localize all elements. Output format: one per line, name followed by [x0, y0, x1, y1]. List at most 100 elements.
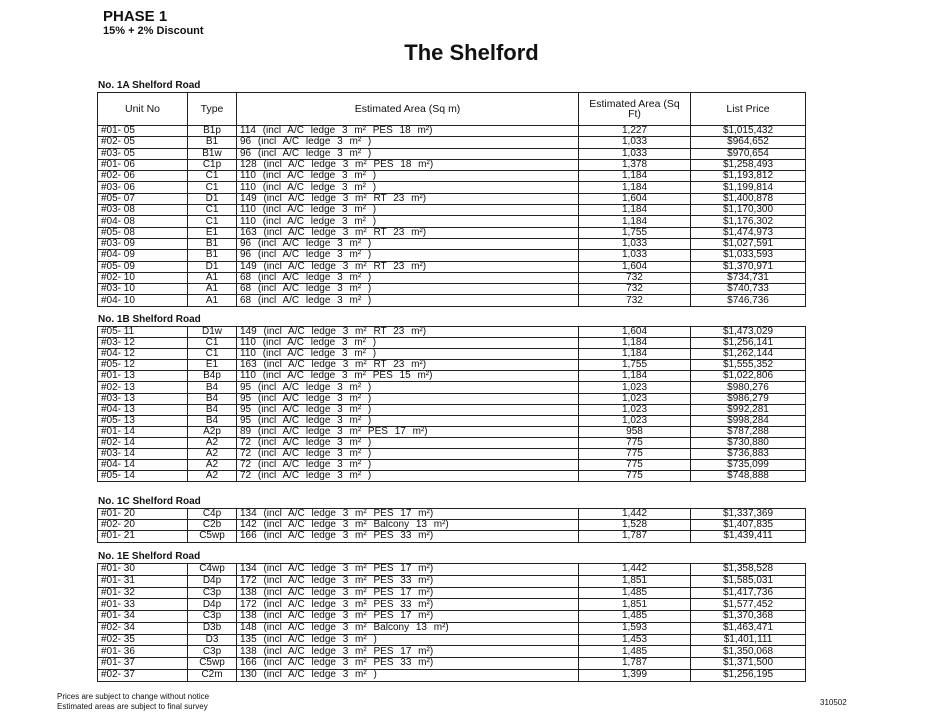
cell: C3p [187, 645, 237, 658]
cell: A2 [187, 459, 237, 472]
cell: 128 (incl A/C ledge 3 m² PES 18 m²) [236, 158, 579, 172]
cell: A2 [187, 470, 237, 483]
cell: 72 (incl A/C ledge 3 m² ) [236, 470, 579, 483]
cell: $992,281 [690, 403, 806, 416]
cell: $734,731 [690, 271, 806, 285]
row: #03- 08 C1 110 (incl A/C ledge 3 m² ) 1,184… [97, 204, 806, 217]
cell: $1,262,144 [690, 348, 806, 361]
price-table: #01- 30 C4wp 134 (incl A/C ledge 3 m² PES … [97, 563, 806, 682]
cell: #01- 36 [97, 645, 188, 658]
cell: 72 (incl A/C ledge 3 m² ) [236, 436, 579, 450]
cell: 1,399 [578, 668, 691, 682]
footer-note: Estimated areas are subject to final sur… [57, 702, 208, 711]
cell: 1,442 [578, 563, 691, 576]
cell: 1,528 [578, 519, 691, 532]
cell: $1,033,593 [690, 249, 806, 262]
row: #01- 30 C4wp 134 (incl A/C ledge 3 m² PES … [97, 563, 806, 576]
cell: $1,555,352 [690, 359, 806, 372]
row: #01- 34 C3p 138 (incl A/C ledge 3 m² PES 1… [97, 610, 806, 623]
cell: $986,279 [690, 392, 806, 405]
cell: $1,027,591 [690, 237, 806, 251]
cell: 163 (incl A/C ledge 3 m² RT 23 m²) [236, 226, 579, 239]
cell: #03- 14 [97, 448, 188, 461]
row: #05- 12 E1 163 (incl A/C ledge 3 m² RT 23 … [97, 359, 806, 372]
cell: $1,401,111 [690, 633, 806, 647]
row: #02- 35 D3 135 (incl A/C ledge 3 m² ) 1,453… [97, 633, 806, 647]
cell: C1p [187, 158, 237, 172]
cell: B1 [187, 237, 237, 251]
cell: 172 (incl A/C ledge 3 m² PES 33 m²) [236, 598, 579, 611]
cell: #01- 34 [97, 610, 188, 623]
cell: B1p [187, 124, 237, 138]
footer-note: Prices are subject to change without not… [57, 692, 210, 701]
cell: 148 (incl A/C ledge 3 m² Balcony 13 m²) [236, 621, 579, 635]
cell: $1,176,302 [690, 215, 806, 228]
cell: 775 [578, 436, 691, 450]
cell: $998,284 [690, 414, 806, 427]
cell: 138 (incl A/C ledge 3 m² PES 17 m²) [236, 586, 579, 600]
cell: B4 [187, 403, 237, 416]
cell: D3b [187, 621, 237, 635]
cell: 96 (incl A/C ledge 3 m² ) [236, 147, 579, 160]
cell: $787,288 [690, 425, 806, 438]
cell: $970,654 [690, 147, 806, 160]
row: #01- 06 C1p 128 (incl A/C ledge 3 m² PES 1… [97, 158, 806, 172]
cell: C4p [187, 507, 237, 521]
cell: $1,577,452 [690, 598, 806, 611]
cell: #02- 13 [97, 381, 188, 394]
cell: 1,023 [578, 403, 691, 416]
row: #03- 05 B1w 96 (incl A/C ledge 3 m² ) 1,033… [97, 147, 806, 160]
cell: B4 [187, 381, 237, 394]
cell: #02- 35 [97, 633, 188, 647]
cell: 732 [578, 283, 691, 296]
cell: C1 [187, 337, 237, 350]
cell: 1,593 [578, 621, 691, 635]
cell: B4 [187, 392, 237, 405]
cell: 1,033 [578, 147, 691, 160]
cell: C2m [187, 668, 237, 682]
cell: 958 [578, 425, 691, 438]
cell: 166 (incl A/C ledge 3 m² PES 33 m²) [236, 657, 579, 670]
cell: 1,378 [578, 158, 691, 172]
cell: B4 [187, 414, 237, 427]
cell: #02- 10 [97, 271, 188, 285]
cell: 114 (incl A/C ledge 3 m² PES 18 m²) [236, 124, 579, 138]
cell: E1 [187, 226, 237, 239]
row: #01- 36 C3p 138 (incl A/C ledge 3 m² PES 1… [97, 645, 806, 658]
row: #02- 14 A2 72 (incl A/C ledge 3 m² ) 775 $73… [97, 436, 806, 450]
cell: B1 [187, 249, 237, 262]
cell: #04- 13 [97, 403, 188, 416]
row: #04- 09 B1 96 (incl A/C ledge 3 m² ) 1,033 $… [97, 249, 806, 262]
row: #03- 12 C1 110 (incl A/C ledge 3 m² ) 1,184… [97, 337, 806, 350]
cell: #02- 37 [97, 668, 188, 682]
cell: B1 [187, 136, 237, 149]
cell: #04- 08 [97, 215, 188, 228]
row: #05- 08 E1 163 (incl A/C ledge 3 m² RT 23 … [97, 226, 806, 239]
cell: #05- 12 [97, 359, 188, 372]
cell: 149 (incl A/C ledge 3 m² RT 23 m²) [236, 260, 579, 273]
cell: A2 [187, 436, 237, 450]
cell: C1 [187, 204, 237, 217]
row: #03- 13 B4 95 (incl A/C ledge 3 m² ) 1,023 $… [97, 392, 806, 405]
cell: 1,755 [578, 359, 691, 372]
cell: D1w [187, 325, 237, 339]
cell: $740,733 [690, 283, 806, 296]
cell: 1,604 [578, 192, 691, 206]
cell: #02- 20 [97, 519, 188, 532]
price-table: #05- 11 D1w 149 (incl A/C ledge 3 m² RT 23… [97, 325, 806, 483]
cell: 110 (incl A/C ledge 3 m² ) [236, 348, 579, 361]
cell: $1,350,068 [690, 645, 806, 658]
cell: 110 (incl A/C ledge 3 m² ) [236, 337, 579, 350]
cell: $1,256,195 [690, 668, 806, 682]
column-header: List Price [690, 92, 806, 126]
row: #01- 05 B1p 114 (incl A/C ledge 3 m² PES 1… [97, 124, 806, 138]
row: #03- 06 C1 110 (incl A/C ledge 3 m² ) 1,184… [97, 181, 806, 194]
row: #04- 14 A2 72 (incl A/C ledge 3 m² ) 775 $73… [97, 459, 806, 472]
cell: #04- 12 [97, 348, 188, 361]
cell: 163 (incl A/C ledge 3 m² RT 23 m²) [236, 359, 579, 372]
cell: B1w [187, 147, 237, 160]
code: 310502 [820, 698, 847, 707]
row: #04- 08 C1 110 (incl A/C ledge 3 m² ) 1,184… [97, 215, 806, 228]
cell: $1,199,814 [690, 181, 806, 194]
